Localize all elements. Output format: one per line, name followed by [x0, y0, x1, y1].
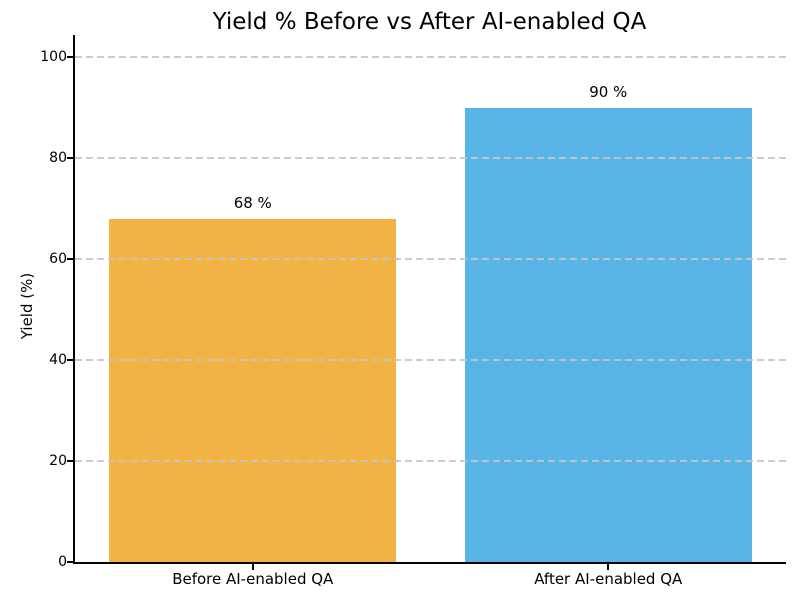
- y-tick-mark-40: [67, 359, 74, 362]
- bar-value-label-before-ai-enabled-qa: 68 %: [233, 193, 272, 212]
- gridline-y-100: [75, 56, 786, 58]
- x-tick-label-after-ai-enabled-qa: After AI-enabled QA: [534, 570, 683, 588]
- y-axis-label: Yield (%): [18, 272, 36, 340]
- bar-value-label-after-ai-enabled-qa: 90 %: [589, 82, 628, 101]
- y-tick-label-80: 80: [49, 149, 67, 166]
- bar-after-ai-enabled-qa: [464, 107, 752, 562]
- y-tick-mark-20: [67, 460, 74, 463]
- y-tick-mark-100: [67, 56, 74, 59]
- x-tick-mark-before-ai-enabled-qa: [251, 564, 254, 570]
- y-tick-label-0: 0: [58, 553, 67, 570]
- y-tick-label-60: 60: [49, 250, 67, 267]
- y-tick-label-100: 100: [40, 48, 67, 65]
- bar-before-ai-enabled-qa: [109, 218, 397, 562]
- y-tick-label-20: 20: [49, 452, 67, 469]
- y-tick-mark-80: [67, 157, 74, 160]
- x-tick-mark-after-ai-enabled-qa: [607, 564, 610, 570]
- y-tick-mark-60: [67, 258, 74, 261]
- y-tick-mark-0: [67, 561, 74, 563]
- y-tick-label-40: 40: [49, 351, 67, 368]
- plot-area: [73, 35, 786, 564]
- x-tick-label-before-ai-enabled-qa: Before AI-enabled QA: [172, 570, 334, 588]
- chart-title: Yield % Before vs After AI-enabled QA: [212, 9, 647, 35]
